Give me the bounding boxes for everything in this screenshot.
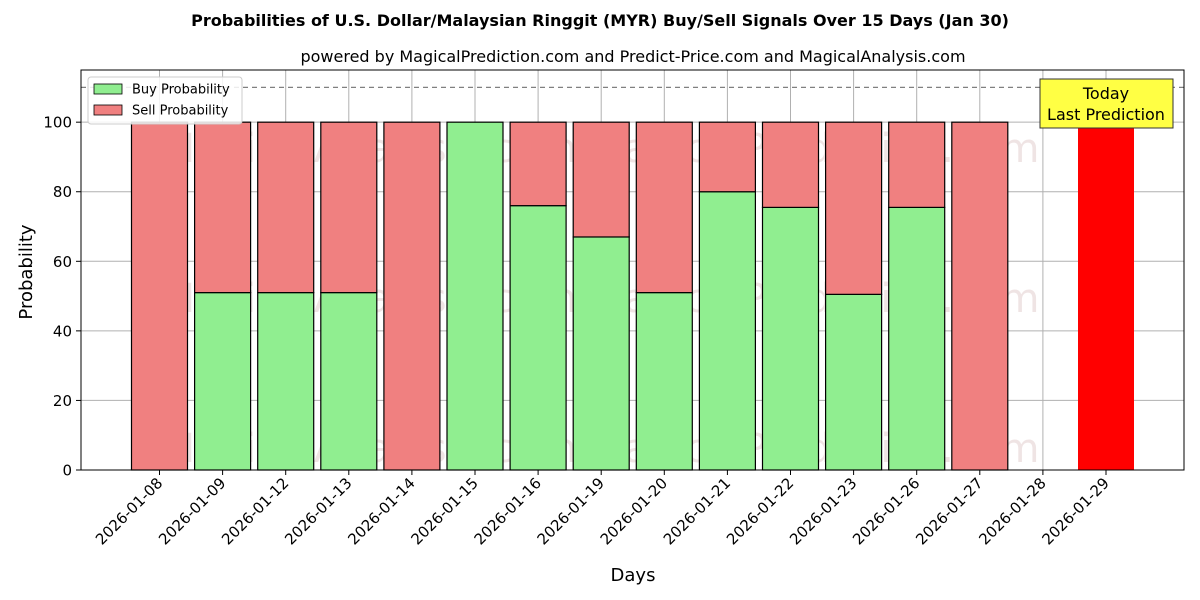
y-tick-label: 60: [53, 253, 72, 271]
bars: [130, 121, 1134, 471]
x-tick-label: 2026-01-20: [597, 474, 671, 548]
bar-buy: [320, 292, 378, 471]
x-tick-label: 2026-01-09: [155, 474, 229, 548]
y-tick-label: 100: [43, 114, 72, 132]
today-annotation-line1: Today: [1082, 84, 1129, 103]
y-tick-label: 20: [53, 392, 72, 410]
chart-title: Probabilities of U.S. Dollar/Malaysian R…: [191, 11, 1009, 30]
x-axis-label: Days: [611, 565, 656, 586]
bar-sell: [951, 121, 1009, 471]
x-tick-label: 2026-01-23: [786, 474, 860, 548]
x-tick-label: 2026-01-21: [660, 474, 734, 548]
x-tick-label: 2026-01-13: [281, 474, 355, 548]
today-annotation: Today Last Prediction: [1039, 78, 1174, 129]
bar-buy: [824, 293, 883, 471]
x-tick-label: 2026-01-27: [912, 474, 986, 548]
legend-box: [87, 76, 243, 125]
bar-buy: [446, 121, 504, 471]
bar-sell: [824, 121, 883, 295]
y-tick-label: 0: [62, 462, 72, 480]
bar-sell: [509, 121, 567, 207]
bar-sell: [383, 121, 441, 471]
legend: Buy Probability Sell Probability: [87, 76, 243, 125]
chart-subtitle: powered by MagicalPrediction.com and Pre…: [300, 47, 965, 66]
x-tick-label: 2026-01-22: [723, 474, 797, 548]
bar-sell: [320, 121, 378, 294]
x-tick-label: 2026-01-28: [975, 474, 1049, 548]
x-axis-ticks: 2026-01-082026-01-092026-01-122026-01-13…: [92, 470, 1113, 548]
legend-buy-swatch: [93, 83, 123, 95]
plot-frame: [80, 69, 1185, 471]
x-tick-label: 2026-01-14: [344, 474, 418, 548]
bar-sell: [257, 121, 315, 294]
legend-sell-label: Sell Probability: [132, 104, 229, 119]
bar-buy: [257, 292, 315, 471]
bar-buy: [635, 292, 693, 471]
y-axis-label: Probability: [16, 224, 37, 319]
bar-today: [1078, 122, 1134, 470]
bar-buy: [698, 191, 757, 471]
bar-sell: [572, 121, 630, 238]
legend-sell-swatch: [93, 104, 123, 116]
x-tick-label: 2026-01-16: [471, 474, 545, 548]
bar-buy: [194, 292, 252, 471]
bar-sell: [635, 121, 693, 294]
bar-buy: [761, 206, 820, 471]
bar-sell: [130, 121, 189, 471]
today-annotation-line2: Last Prediction: [1047, 105, 1165, 124]
y-axis-ticks: 0 20 40 60 80 100: [43, 114, 81, 480]
legend-buy-label: Buy Probability: [132, 83, 230, 98]
y-tick-label: 80: [53, 183, 72, 201]
today-annotation-box: [1039, 78, 1174, 129]
bar-sell: [888, 121, 946, 208]
y-tick-label: 40: [53, 322, 72, 340]
x-tick-label: 2026-01-26: [849, 474, 923, 548]
bar-sell: [194, 121, 252, 294]
x-tick-label: 2026-01-15: [407, 474, 481, 548]
x-tick-label: 2026-01-08: [92, 474, 166, 548]
bar-buy: [509, 205, 567, 471]
x-tick-label: 2026-01-29: [1038, 474, 1112, 548]
x-tick-label: 2026-01-19: [534, 474, 608, 548]
x-tick-label: 2026-01-12: [218, 474, 292, 548]
bar-buy: [572, 236, 630, 471]
bar-sell: [698, 121, 757, 193]
bar-buy: [888, 206, 946, 471]
bar-sell: [761, 121, 820, 208]
